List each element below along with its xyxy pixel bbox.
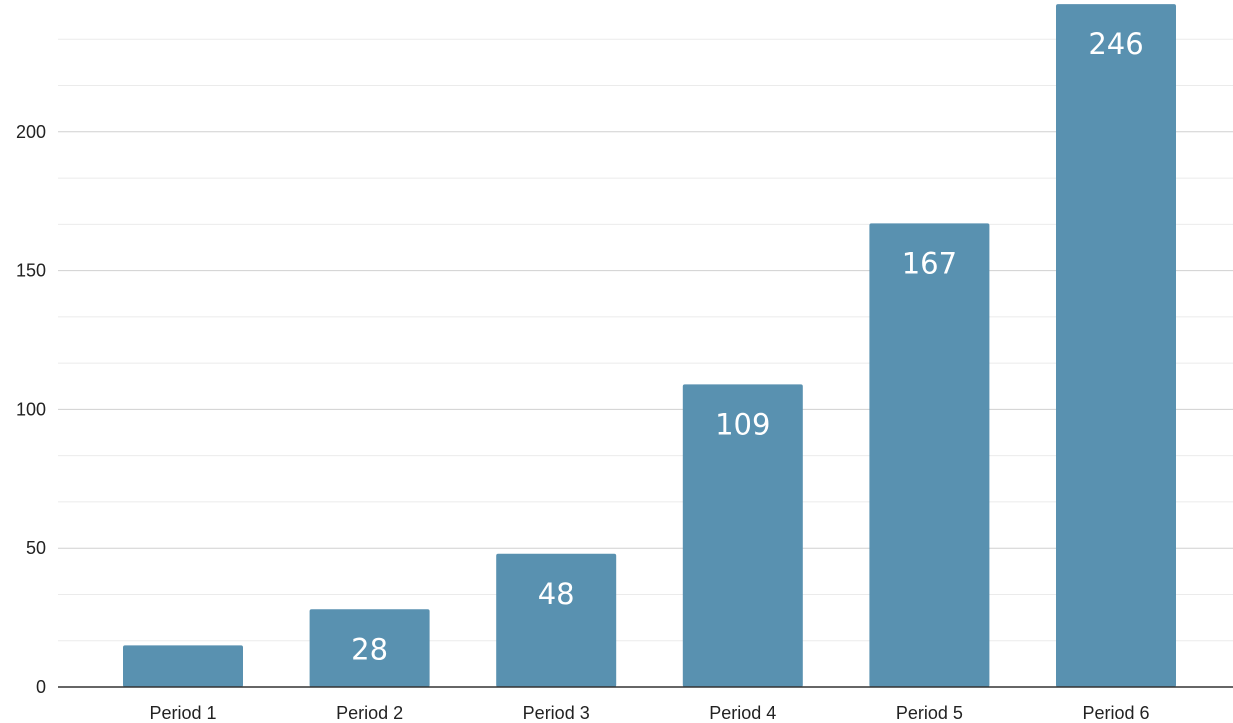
axes: 0 50 100 150 200 Period 1 Period 2 Period 3 Peri…: [16, 122, 1233, 723]
y-tick-label: 0: [36, 677, 46, 697]
x-tick-label: Period 6: [1082, 703, 1149, 723]
x-tick-label: Period 2: [336, 703, 403, 723]
y-tick-label: 50: [26, 538, 46, 558]
y-tick-label: 200: [16, 122, 46, 142]
x-tick-label: Period 3: [523, 703, 590, 723]
bar-3: [496, 554, 616, 687]
data-label-3: 48: [538, 577, 575, 611]
bar-6: [1056, 4, 1176, 687]
bar-5: [869, 223, 989, 687]
x-tick-label: Period 1: [149, 703, 216, 723]
bar-1: [123, 645, 243, 687]
data-label-4: 109: [715, 407, 770, 441]
y-tick-label: 100: [16, 399, 46, 419]
x-tick-label: Period 4: [709, 703, 776, 723]
y-tick-label: 150: [16, 261, 46, 281]
bars: [123, 4, 1176, 687]
data-label-6: 246: [1088, 27, 1143, 61]
x-tick-label: Period 5: [896, 703, 963, 723]
data-label-5: 167: [902, 246, 957, 280]
data-label-2: 28: [351, 632, 388, 666]
